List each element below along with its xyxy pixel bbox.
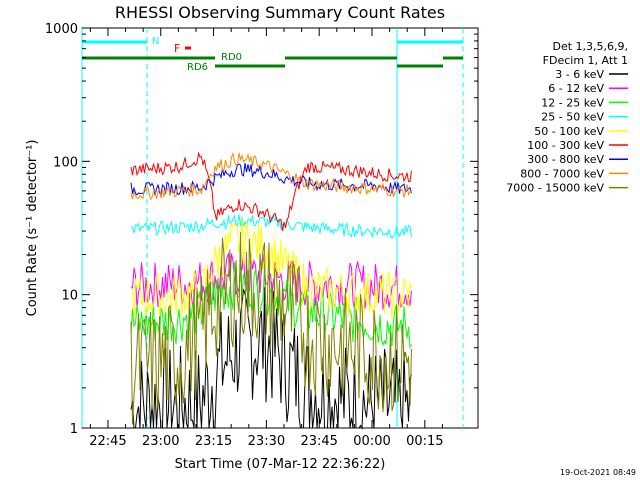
legend-label: 7000 - 15000 keV	[506, 182, 604, 195]
annotation-rd6: RD6	[187, 62, 208, 73]
legend-label: 12 - 25 keV	[541, 96, 604, 109]
series-line-2	[130, 262, 412, 349]
x-tick-label: 22:45	[89, 434, 126, 449]
y-tick-label: 1	[70, 422, 78, 437]
series-line-3	[130, 214, 412, 239]
legend-label: 50 - 100 keV	[534, 125, 604, 138]
legend-header: FDecim 1, Att 1	[543, 54, 628, 67]
legend-label: 100 - 300 keV	[527, 139, 604, 152]
annotation-rd0: RD0	[221, 52, 242, 63]
series-line-4	[130, 217, 412, 320]
legend-label: 6 - 12 keV	[548, 82, 604, 95]
series-line-5	[130, 151, 412, 232]
x-tick-label: 00:15	[406, 434, 443, 449]
generated-timestamp: 19-Oct-2021 08:49	[560, 468, 636, 477]
annotation-n: N	[152, 36, 159, 47]
y-axis-label: Count Rate (s⁻¹ detector⁻¹)	[25, 140, 40, 317]
x-tick-label: 23:45	[300, 434, 337, 449]
series-line-6	[130, 163, 412, 196]
y-tick-label: 100	[53, 155, 78, 170]
legend-label: 3 - 6 keV	[555, 68, 604, 81]
legend-label: 800 - 7000 keV	[520, 167, 604, 180]
y-tick-label: 1000	[45, 22, 78, 37]
x-tick-label: 23:00	[142, 434, 179, 449]
x-tick-label: 23:30	[248, 434, 285, 449]
x-tick-label: 00:00	[353, 434, 390, 449]
x-axis-label: Start Time (07-Mar-12 22:36:22)	[175, 457, 386, 472]
y-tick-label: 10	[61, 289, 78, 304]
annotation-f: F	[174, 42, 180, 55]
legend-header: Det 1,3,5,6,9,	[552, 40, 628, 53]
x-tick-label: 23:15	[195, 434, 232, 449]
legend-label: 25 - 50 keV	[541, 111, 604, 124]
series-line-0	[130, 287, 412, 430]
chart-title: RHESSI Observing Summary Count Rates	[115, 3, 445, 22]
legend-label: 300 - 800 keV	[527, 153, 604, 166]
series-line-8	[130, 232, 412, 425]
series-line-7	[130, 152, 412, 201]
